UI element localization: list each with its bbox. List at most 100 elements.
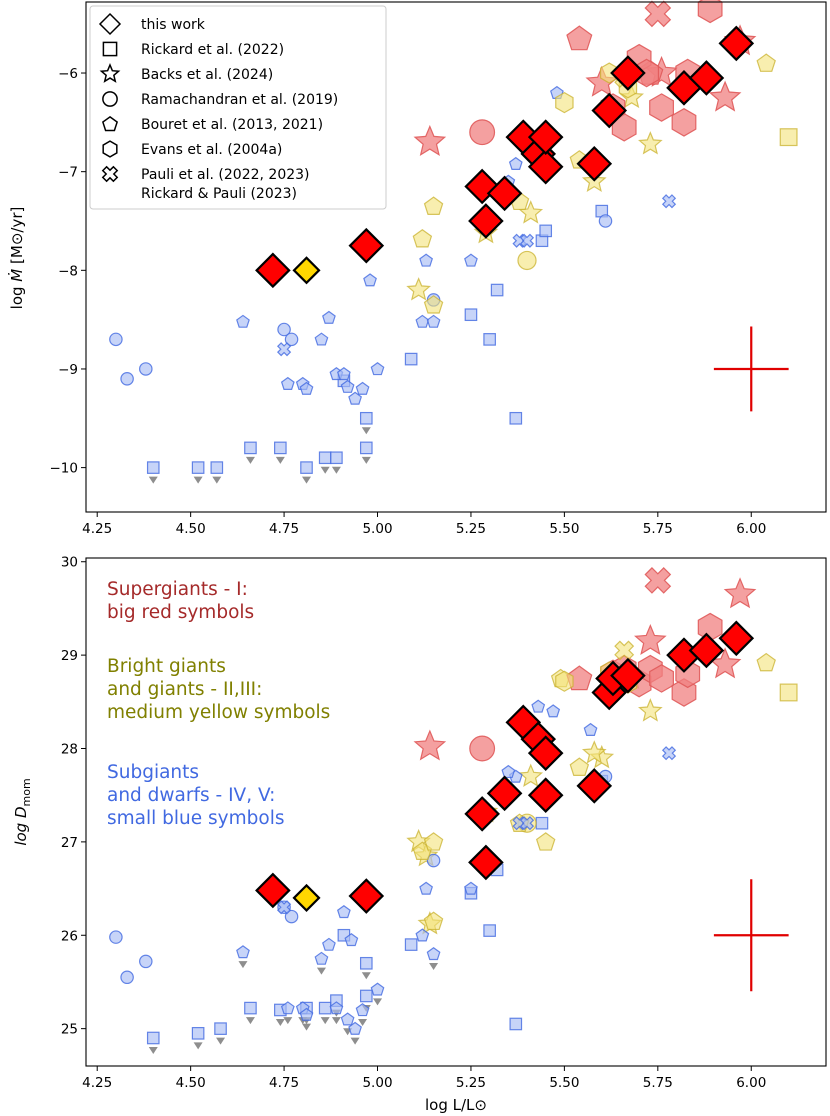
- square-point: [483, 924, 496, 937]
- square-point: [359, 441, 373, 455]
- x-tick-label: 5.00: [362, 1075, 392, 1091]
- pentagon-point: [756, 652, 776, 672]
- legend-label: Backs et al. (2024): [141, 67, 273, 83]
- x-tick-label: 5.00: [362, 521, 392, 537]
- this-work-point: [292, 256, 321, 285]
- pentagon-point: [415, 928, 430, 942]
- annotation-line: Subgiants: [107, 762, 199, 783]
- square-point: [300, 461, 313, 474]
- circle-point: [469, 735, 496, 762]
- series-square: [146, 128, 798, 484]
- cross-point: [519, 816, 535, 831]
- pentagon-point: [355, 381, 370, 395]
- square-point: [404, 938, 418, 951]
- legend-marker-hexagon: [102, 140, 118, 158]
- upper-limit-arrow: [245, 1017, 255, 1025]
- square-point: [509, 411, 523, 425]
- annotation-line: and dwarfs - IV, V:: [107, 785, 275, 806]
- upper-limit-arrow: [320, 466, 330, 474]
- pentagon-point: [370, 982, 385, 996]
- bottom-ylabel-main: log D: [12, 806, 30, 845]
- x-tick-label: 6.00: [736, 521, 766, 537]
- cross-point: [661, 746, 677, 761]
- x-tick-label: 5.50: [549, 1075, 579, 1091]
- legend-label: Evans et al. (2004a): [141, 142, 282, 158]
- x-tick-label: 4.50: [176, 521, 206, 537]
- pentagon-point: [426, 314, 441, 328]
- hexagon-point: [671, 108, 697, 137]
- pentagon-point: [299, 1007, 314, 1021]
- star-point: [413, 729, 447, 761]
- this-work-point: [610, 657, 646, 694]
- legend-label: this work: [141, 17, 206, 33]
- pentagon-point: [322, 310, 336, 324]
- legend-label: Ramachandran et al. (2019): [141, 92, 338, 108]
- this-work-point: [255, 872, 291, 909]
- pentagon-point: [501, 764, 516, 779]
- top-axes-frame: [85, 1, 827, 513]
- this-work-point: [718, 25, 755, 62]
- this-work-point: [348, 227, 385, 264]
- square-point: [318, 1001, 332, 1015]
- pentagon-point: [280, 376, 295, 390]
- legend-marker-pentagon: [101, 115, 119, 132]
- upper-limit-arrow: [361, 427, 371, 435]
- legend-label: Rickard & Pauli (2023): [141, 186, 297, 202]
- pentagon-point: [464, 881, 478, 895]
- x-tick-label: 4.25: [82, 521, 112, 537]
- annotation-line: Supergiants - I:: [107, 579, 248, 600]
- top-y-axis-label: log Ṁ [M⊙/yr]: [7, 207, 26, 310]
- pentagon-point: [329, 1001, 344, 1015]
- this-work-point: [468, 844, 504, 881]
- square-point: [274, 441, 287, 455]
- upper-limit-arrow: [275, 456, 285, 464]
- pentagon-point: [419, 253, 433, 267]
- pentagon-point: [336, 366, 351, 381]
- upper-limit-arrow: [245, 456, 255, 464]
- pentagon-point: [236, 314, 250, 328]
- x-tick-label: 5.75: [643, 1075, 673, 1091]
- this-work-point: [486, 775, 523, 812]
- this-work-point: [486, 175, 523, 212]
- this-work-point: [610, 55, 646, 91]
- cross-point: [644, 567, 672, 594]
- circle-point: [109, 332, 123, 347]
- square-point: [509, 1017, 523, 1031]
- series-diamond: [255, 620, 755, 914]
- y-tick-label: 28: [61, 742, 78, 758]
- upper-limit-arrow: [373, 998, 383, 1006]
- pentagon-point: [348, 1021, 362, 1035]
- square-point: [146, 1031, 160, 1045]
- upper-limit-arrow: [331, 1017, 341, 1025]
- legend-label: Rickard et al. (2022): [141, 42, 284, 58]
- square-point: [464, 308, 478, 322]
- pentagon-point: [423, 911, 444, 931]
- cross-point: [276, 900, 292, 915]
- x-tick-label: 4.75: [269, 521, 299, 537]
- this-work-point: [255, 252, 291, 289]
- pentagon-point: [426, 947, 441, 961]
- star-point: [581, 740, 607, 764]
- circle-point: [109, 930, 123, 944]
- pentagon-point: [531, 699, 546, 713]
- legend-marker-diamond: [98, 12, 122, 36]
- square-point: [359, 989, 373, 1003]
- square-point: [244, 441, 257, 455]
- pentagon-point: [299, 381, 314, 395]
- circle-point: [517, 250, 537, 271]
- pentagon-point: [756, 53, 776, 72]
- square-point: [539, 224, 553, 238]
- circle-point: [284, 909, 299, 924]
- annotation-line: and giants - II,III:: [107, 679, 262, 700]
- this-work-point: [527, 148, 564, 185]
- pentagon-point: [412, 228, 433, 248]
- this-work-point: [527, 735, 564, 771]
- circle-point: [598, 214, 613, 228]
- bottom-ylabel-sub: mom: [20, 778, 33, 806]
- square-point: [330, 451, 343, 465]
- pentagon-point: [423, 295, 444, 314]
- x-tick-label: 4.25: [82, 1075, 112, 1091]
- circle-point: [120, 970, 134, 985]
- star-point: [518, 763, 544, 788]
